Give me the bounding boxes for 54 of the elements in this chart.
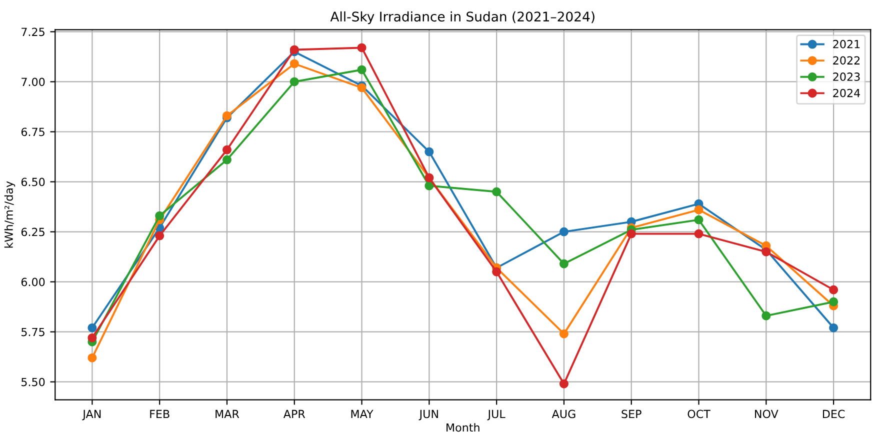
point (88, 333, 97, 342)
x-tick-label: DEC (822, 410, 845, 418)
y-tick-label: 6.25 (21, 228, 44, 236)
point (694, 229, 704, 238)
point (88, 323, 97, 332)
point (290, 59, 299, 68)
point (424, 181, 434, 190)
x-tick-label: NOV (755, 410, 778, 418)
legend-label: 2022 (833, 56, 860, 65)
point (762, 311, 771, 320)
point (222, 145, 232, 154)
legend-label: 2023 (833, 72, 860, 81)
x-tick-label: MAR (216, 410, 240, 418)
point (626, 229, 636, 238)
point (424, 147, 434, 156)
point (222, 155, 232, 164)
point (357, 65, 366, 74)
point (694, 215, 704, 224)
y-tick-label: 6.00 (21, 278, 45, 286)
y-tick-label: 6.50 (21, 178, 45, 186)
point (492, 187, 502, 196)
point (829, 297, 838, 306)
point (290, 77, 299, 86)
x-tick-label: JAN (82, 410, 101, 420)
point (694, 205, 704, 214)
y-tick-label: 6.75 (21, 128, 44, 136)
y-tick-label: 7.00 (22, 78, 45, 86)
chart-title: All-Sky Irradiance in Sudan (2021–2024) (330, 11, 594, 24)
x-axis-title: Month (446, 423, 480, 432)
point (155, 211, 164, 220)
point (559, 227, 568, 236)
y-tick-label: 5.50 (22, 378, 45, 386)
x-tick-label: SEP (622, 410, 642, 418)
y-tick-label: 7.25 (22, 28, 44, 36)
point (559, 329, 568, 338)
x-tick-label: APR (283, 410, 306, 418)
x-tick-label: FEB (150, 410, 170, 418)
point (559, 379, 568, 388)
point (357, 43, 366, 52)
point (829, 285, 838, 294)
y-axis-title: kWh/m²/day (4, 181, 16, 248)
legend-label: 2024 (833, 88, 860, 98)
x-tick-label: MAY (351, 410, 374, 418)
legend-label: 2021 (833, 40, 860, 48)
point (559, 259, 568, 268)
x-tick-label: AUG (552, 410, 576, 418)
point (492, 267, 502, 276)
y-tick-label: 5.75 (22, 328, 44, 336)
point (88, 353, 97, 362)
point (155, 231, 164, 240)
x-tick-label: OCT (688, 410, 710, 418)
point (829, 323, 838, 332)
x-tick-label: JUL (487, 410, 506, 420)
x-tick-label: JUN (418, 410, 438, 420)
